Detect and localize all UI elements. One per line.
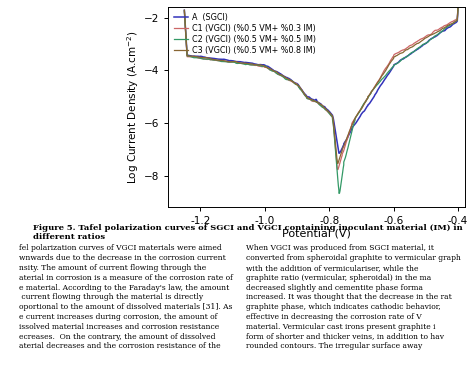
C3 (VGCI) (%0.5 VM+ %0.8 IM) bbox=[422, 36, 428, 41]
A  (SGCI) bbox=[455, 4, 461, 9]
A  (SGCI) bbox=[182, 8, 187, 12]
C3 (VGCI) (%0.5 VM+ %0.8 IM) bbox=[232, 59, 237, 64]
C3 (VGCI) (%0.5 VM+ %0.8 IM) bbox=[231, 59, 237, 64]
C2 (VGCI) (%0.5 VM+ %0.5 IM) bbox=[336, 183, 341, 188]
A  (SGCI) bbox=[317, 101, 322, 106]
Legend: A  (SGCI), C1 (VGCI) (%0.5 VM+ %0.3 IM), C2 (VGCI) (%0.5 VM+ %0.5 IM), C3 (VGCI): A (SGCI), C1 (VGCI) (%0.5 VM+ %0.3 IM), … bbox=[172, 12, 318, 57]
C2 (VGCI) (%0.5 VM+ %0.5 IM) bbox=[400, 56, 405, 61]
A  (SGCI) bbox=[336, 151, 342, 156]
C1 (VGCI) (%0.5 VM+ %0.3 IM) bbox=[422, 35, 428, 40]
A  (SGCI) bbox=[283, 75, 288, 79]
Text: fel polarization curves of VGCI materials were aimed
wnwards due to the decrease: fel polarization curves of VGCI material… bbox=[19, 244, 233, 350]
X-axis label: Potential (V): Potential (V) bbox=[282, 229, 351, 239]
C3 (VGCI) (%0.5 VM+ %0.8 IM) bbox=[182, 8, 187, 12]
C2 (VGCI) (%0.5 VM+ %0.5 IM) bbox=[296, 85, 302, 90]
C1 (VGCI) (%0.5 VM+ %0.3 IM) bbox=[335, 167, 341, 172]
C1 (VGCI) (%0.5 VM+ %0.3 IM) bbox=[298, 88, 304, 93]
C2 (VGCI) (%0.5 VM+ %0.5 IM) bbox=[397, 60, 402, 64]
Y-axis label: Log Current Density (A.cm$^{-2}$): Log Current Density (A.cm$^{-2}$) bbox=[125, 30, 141, 184]
C2 (VGCI) (%0.5 VM+ %0.5 IM) bbox=[455, 4, 461, 9]
C1 (VGCI) (%0.5 VM+ %0.3 IM) bbox=[264, 65, 269, 70]
C3 (VGCI) (%0.5 VM+ %0.8 IM) bbox=[298, 87, 304, 91]
C2 (VGCI) (%0.5 VM+ %0.5 IM) bbox=[336, 191, 342, 195]
Line: A  (SGCI): A (SGCI) bbox=[184, 7, 458, 153]
C2 (VGCI) (%0.5 VM+ %0.5 IM) bbox=[182, 9, 187, 13]
C1 (VGCI) (%0.5 VM+ %0.3 IM) bbox=[182, 9, 187, 13]
C2 (VGCI) (%0.5 VM+ %0.5 IM) bbox=[191, 56, 197, 60]
Line: C3 (VGCI) (%0.5 VM+ %0.8 IM): C3 (VGCI) (%0.5 VM+ %0.8 IM) bbox=[184, 6, 458, 163]
C3 (VGCI) (%0.5 VM+ %0.8 IM) bbox=[335, 161, 341, 166]
C3 (VGCI) (%0.5 VM+ %0.8 IM) bbox=[233, 59, 239, 64]
C2 (VGCI) (%0.5 VM+ %0.5 IM) bbox=[391, 63, 397, 68]
C3 (VGCI) (%0.5 VM+ %0.8 IM) bbox=[264, 65, 269, 70]
A  (SGCI) bbox=[347, 130, 353, 135]
C3 (VGCI) (%0.5 VM+ %0.8 IM) bbox=[455, 4, 461, 8]
C1 (VGCI) (%0.5 VM+ %0.3 IM) bbox=[233, 60, 239, 65]
C1 (VGCI) (%0.5 VM+ %0.3 IM) bbox=[232, 60, 237, 65]
Text: Figure 5. Tafel polarization curves of SGCI and VGCI containing inoculant materi: Figure 5. Tafel polarization curves of S… bbox=[33, 224, 463, 241]
A  (SGCI) bbox=[186, 53, 191, 57]
A  (SGCI) bbox=[292, 81, 298, 85]
A  (SGCI) bbox=[254, 62, 260, 66]
Line: C1 (VGCI) (%0.5 VM+ %0.3 IM): C1 (VGCI) (%0.5 VM+ %0.3 IM) bbox=[184, 6, 458, 170]
Line: C2 (VGCI) (%0.5 VM+ %0.5 IM): C2 (VGCI) (%0.5 VM+ %0.5 IM) bbox=[184, 6, 458, 193]
C1 (VGCI) (%0.5 VM+ %0.3 IM) bbox=[231, 60, 237, 64]
Text: When VGCI was produced from SGCI material, it
converted from spheroidal graphite: When VGCI was produced from SGCI materia… bbox=[246, 244, 461, 350]
C1 (VGCI) (%0.5 VM+ %0.3 IM) bbox=[455, 3, 461, 8]
